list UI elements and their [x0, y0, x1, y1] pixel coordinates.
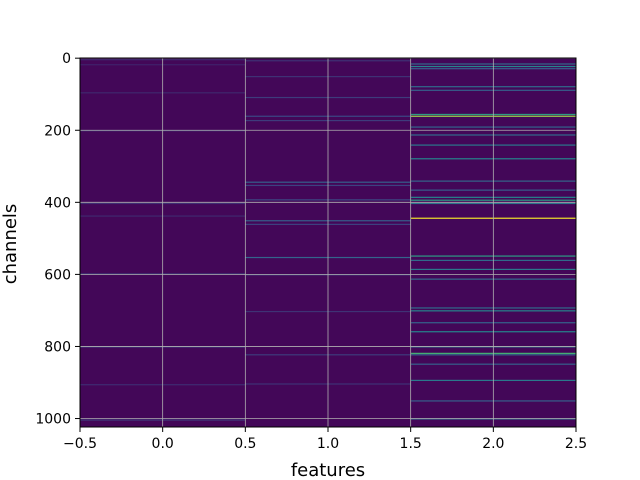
x-tick-label: 1.5: [400, 436, 422, 452]
y-tick-label: 1000: [35, 412, 71, 428]
y-tick-label: 0: [62, 51, 71, 67]
x-tick-label: 0.5: [234, 436, 256, 452]
x-axis-label: features: [291, 460, 365, 480]
y-tick-label: 400: [44, 195, 71, 211]
y-tick-label: 600: [44, 267, 71, 283]
y-tick-label: 800: [44, 339, 71, 355]
x-tick-label: 2.0: [482, 436, 504, 452]
x-tick-label: −0.5: [63, 436, 97, 452]
x-tick-label: 2.5: [565, 436, 587, 452]
y-tick-label: 200: [44, 123, 71, 139]
y-axis-label: channels: [0, 204, 21, 285]
x-axis-ticks: −0.5 0.0 0.5 1.0 1.5 2.0 2.5: [63, 427, 587, 452]
x-tick-label: 1.0: [317, 436, 339, 452]
y-axis-ticks: 0 200 400 600 800 1000: [35, 51, 80, 428]
x-tick-label: 0.0: [152, 436, 174, 452]
